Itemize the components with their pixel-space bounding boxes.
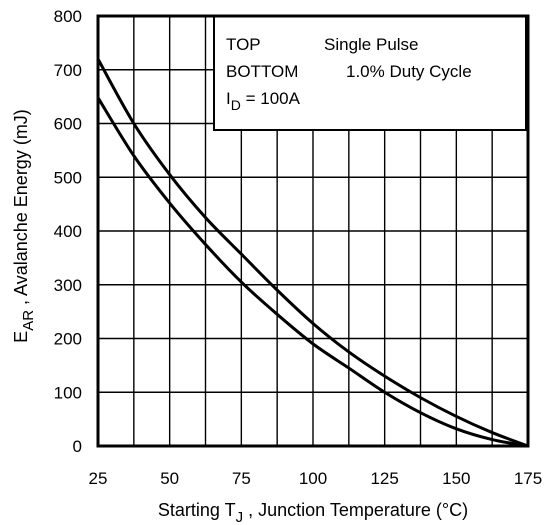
x-axis-title-prefix: Starting T bbox=[158, 500, 236, 520]
y-tick-label: 700 bbox=[54, 61, 82, 80]
y-tick-label: 800 bbox=[54, 7, 82, 26]
legend-bottom-value: 1.0% Duty Cycle bbox=[346, 62, 472, 81]
x-axis-title: Starting TJ , Junction Temperature (°C) bbox=[158, 500, 468, 525]
plot-frame bbox=[96, 14, 530, 448]
legend-bottom-key: BOTTOM bbox=[226, 62, 298, 81]
x-axis-title-subscript: J bbox=[236, 509, 244, 525]
y-axis-title: EAR , Avalanche Energy (mJ) bbox=[11, 109, 37, 343]
legend-background bbox=[213, 15, 527, 131]
x-tick-label: 175 bbox=[514, 469, 542, 488]
y-tick-label: 200 bbox=[54, 330, 82, 349]
x-tick-label: 25 bbox=[89, 469, 108, 488]
curves bbox=[96, 58, 529, 448]
legend-id-subscript: D bbox=[231, 97, 241, 113]
y-tick-label: 400 bbox=[54, 222, 82, 241]
y-tick-label: 100 bbox=[54, 383, 82, 402]
legend-top-value: Single Pulse bbox=[324, 35, 419, 54]
series-top-curve bbox=[96, 58, 529, 448]
legend-id-suffix: = 100A bbox=[241, 89, 301, 108]
x-tick-label: 100 bbox=[299, 469, 327, 488]
tick-labels: 25 50 75 100 125 150 175 0 100 200 300 400 500 600 700… bbox=[54, 7, 543, 488]
y-axis-title-suffix: , Avalanche Energy (mJ) bbox=[11, 109, 31, 310]
x-tick-label: 150 bbox=[442, 469, 470, 488]
x-axis-title-suffix: , Junction Temperature (°C) bbox=[243, 500, 468, 520]
x-tick-label: 50 bbox=[160, 469, 179, 488]
legend-box: TOP Single Pulse BOTTOM 1.0% Duty Cycle … bbox=[213, 15, 527, 131]
x-tick-label: 125 bbox=[370, 469, 398, 488]
x-tick-label: 75 bbox=[232, 469, 251, 488]
y-axis-title-subscript: AR bbox=[20, 310, 37, 331]
y-tick-label: 300 bbox=[54, 276, 82, 295]
y-tick-label: 600 bbox=[54, 115, 82, 134]
legend-drain-current: ID = 100A bbox=[226, 89, 301, 113]
series-bottom-curve bbox=[96, 96, 529, 448]
legend-top-key: TOP bbox=[226, 35, 261, 54]
y-tick-label: 0 bbox=[73, 437, 82, 456]
y-tick-label: 500 bbox=[54, 168, 82, 187]
legend-id-prefix: I bbox=[226, 89, 231, 108]
y-axis-title-prefix: E bbox=[11, 331, 31, 343]
